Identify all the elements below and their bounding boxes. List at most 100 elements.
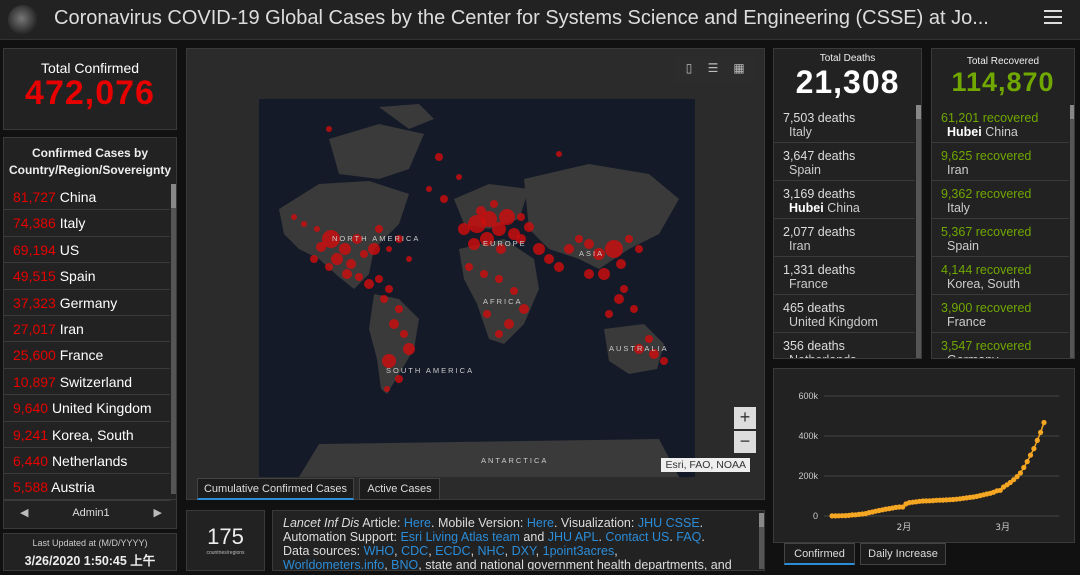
case-bubble[interactable] [634,344,644,354]
tab-confirmed[interactable]: Confirmed [784,543,855,565]
chart-data-point[interactable] [900,504,906,510]
case-bubble[interactable] [458,223,470,235]
case-bubble[interactable] [384,386,390,392]
case-bubble[interactable] [322,230,340,248]
country-list-item[interactable]: 74,386 Italy [4,210,170,237]
case-bubble[interactable] [564,244,574,254]
source-link[interactable]: 1point3acres [542,544,615,558]
case-bubble[interactable] [481,211,497,227]
case-bubble[interactable] [598,268,610,280]
case-bubble[interactable] [465,263,473,271]
case-bubble[interactable] [483,310,491,318]
pager-prev-icon[interactable]: ◀ [20,507,29,519]
case-bubble[interactable] [403,343,415,355]
case-bubble[interactable] [331,253,343,265]
country-list-item[interactable]: 10,897 Switzerland [4,369,170,396]
jhu-apl-link[interactable]: JHU APL [547,530,599,544]
case-bubble[interactable] [504,319,514,329]
source-link[interactable]: Worldometers.info [283,558,385,571]
case-bubble[interactable] [492,222,506,236]
country-list-item[interactable]: 49,515 Spain [4,263,170,290]
deaths-list-item[interactable]: 2,077 deaths Iran [774,219,915,257]
chart-data-point[interactable] [1027,452,1034,458]
qr-code-icon[interactable]: ▦ [733,61,745,75]
case-bubble[interactable] [476,206,486,216]
case-bubble[interactable] [375,225,383,233]
case-bubble[interactable] [625,235,633,243]
case-bubble[interactable] [368,243,380,255]
case-bubble[interactable] [614,294,624,304]
case-bubble[interactable] [385,285,393,293]
chart-data-point[interactable] [1024,459,1030,465]
case-bubble[interactable] [533,243,545,255]
case-bubble[interactable] [456,174,462,180]
country-list-item[interactable]: 9,241 Korea, South [4,422,170,448]
source-link[interactable]: ECDC [435,544,471,558]
tab-active-cases[interactable]: Active Cases [359,478,440,500]
recovered-list-item[interactable]: 5,367 recovered Spain [932,219,1069,257]
case-bubble[interactable] [616,259,626,269]
case-bubble[interactable] [480,232,494,246]
case-bubble[interactable] [386,246,392,252]
recovered-list-item[interactable]: 9,625 recovered Iran [932,143,1069,181]
case-bubbles[interactable] [291,126,668,392]
case-bubble[interactable] [649,349,659,359]
tab-daily-increase[interactable]: Daily Increase [860,543,946,565]
case-bubble[interactable] [660,357,668,365]
deaths-list-item[interactable]: 356 deathsNetherlands [774,333,915,358]
pager-next-icon[interactable]: ▶ [153,507,162,519]
zoom-out-button[interactable]: − [734,431,756,453]
case-bubble[interactable] [326,126,332,132]
case-bubble[interactable] [375,275,383,283]
case-bubble[interactable] [593,248,605,260]
case-bubble[interactable] [516,234,526,244]
case-bubble[interactable] [630,305,638,313]
case-bubble[interactable] [400,330,408,338]
case-bubble[interactable] [382,354,396,368]
case-bubble[interactable] [490,200,498,208]
case-bubble[interactable] [635,245,643,253]
source-link[interactable]: NHC [477,544,505,558]
case-bubble[interactable] [495,330,503,338]
country-list-item[interactable]: 6,440 Netherlands [4,448,170,475]
case-bubble[interactable] [510,287,518,295]
case-bubble[interactable] [524,222,534,232]
esri-link[interactable]: Esri Living Atlas team [400,530,520,544]
recovered-scrollbar[interactable] [1070,105,1074,358]
deaths-list-item[interactable]: 3,647 deaths Spain [774,143,915,181]
case-bubble[interactable] [325,263,333,271]
article-link[interactable]: Here [403,516,431,530]
source-link[interactable]: WHO [363,544,395,558]
case-bubble[interactable] [517,213,525,221]
recovered-list-item[interactable]: 9,362 recovered Italy [932,181,1069,219]
faq-link[interactable]: FAQ [676,530,702,544]
country-list-item[interactable]: 9,640 United Kingdom [4,395,170,422]
country-list-scrollbar[interactable] [171,184,176,494]
recovered-list-item[interactable]: 3,900 recovered France [932,295,1069,333]
case-bubble[interactable] [575,235,583,243]
case-bubble[interactable] [480,270,488,278]
case-bubble[interactable] [389,319,399,329]
case-bubble[interactable] [360,250,368,258]
case-bubble[interactable] [605,240,623,258]
case-bubble[interactable] [395,305,403,313]
source-link[interactable]: BNO [391,558,419,571]
case-bubble[interactable] [426,186,432,192]
deaths-list-item[interactable]: 465 deaths United Kingdom [774,295,915,333]
case-bubble[interactable] [310,255,318,263]
chart-data-point[interactable] [1014,474,1020,480]
recovered-list-item[interactable]: 3,547 recoveredGermany [932,333,1069,358]
deaths-list-item[interactable]: 3,169 deaths Hubei China [774,181,915,219]
case-bubble[interactable] [346,259,356,269]
case-bubble[interactable] [380,295,388,303]
case-bubble[interactable] [605,310,613,318]
case-bubble[interactable] [314,226,320,232]
case-bubble[interactable] [519,304,529,314]
case-bubble[interactable] [395,235,403,243]
case-bubble[interactable] [468,238,480,250]
recovered-list-item[interactable]: 4,144 recovered Korea, South [932,257,1069,295]
case-bubble[interactable] [301,221,307,227]
deaths-scrollbar[interactable] [916,105,921,358]
country-list-item[interactable]: 25,600 France [4,342,170,369]
case-bubble[interactable] [435,153,443,161]
